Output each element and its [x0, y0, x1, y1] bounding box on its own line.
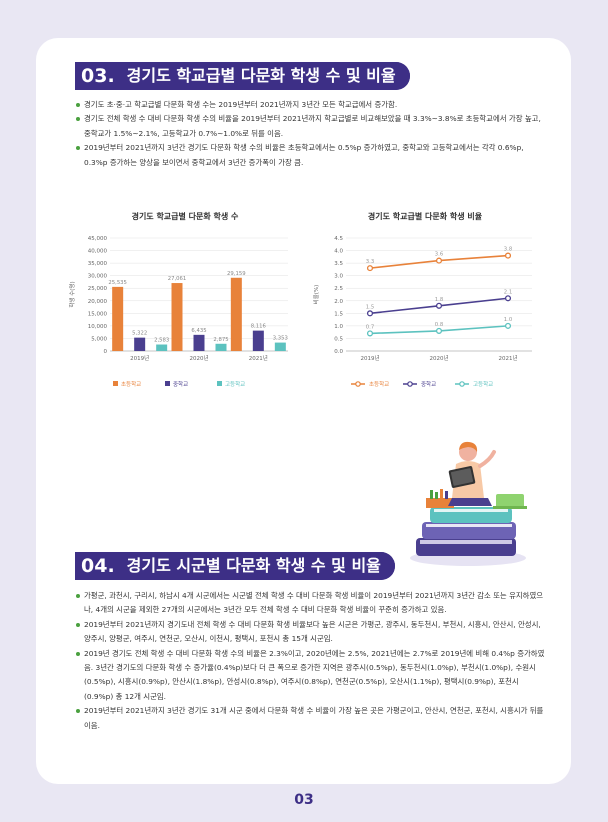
data-label: 2,875 [213, 337, 228, 343]
legend-label: 고등학교 [225, 380, 245, 388]
x-tick-label: 2019년 [130, 354, 149, 362]
y-tick-label: 0 [104, 349, 108, 355]
legend-label: 고등학교 [473, 380, 493, 388]
data-label: 25,535 [108, 280, 127, 286]
y-tick-label: 30,000 [88, 274, 108, 280]
line-chart: 0.0 0.5 1.0 1.5 2.0 2.5 3.0 3.5 4.0 4.5 비율(%) 2019년… [312, 236, 532, 388]
legend-label: 초등학교 [121, 380, 141, 388]
bullet-item: 경기도 초·중·고 학교급별 다문화 학생 수는 2019년부터 2021년까지… [76, 98, 546, 112]
data-label: 1.8 [435, 297, 444, 303]
legend-label: 초등학교 [369, 380, 389, 388]
y-tick-label: 0.5 [334, 336, 343, 342]
bar [252, 330, 264, 351]
legend-label: 중학교 [173, 380, 188, 388]
x-tick-label: 2021년 [249, 354, 268, 362]
section-03-number: 03. [75, 62, 121, 90]
bar [193, 334, 205, 351]
legend-swatch [165, 381, 170, 386]
y-tick-label: 2.5 [334, 286, 343, 292]
bullet-item: 2019년 경기도 전체 학생 수 대비 다문화 학생 수의 비율은 2.3%이… [76, 647, 546, 705]
data-label: 8,116 [251, 324, 267, 330]
y-tick-label: 10,000 [88, 324, 108, 330]
bar [134, 337, 146, 351]
data-label: 29,159 [227, 271, 246, 277]
bar [274, 342, 286, 351]
data-label: 2.1 [504, 289, 512, 295]
content-card [36, 38, 571, 784]
data-point [366, 310, 374, 317]
y-tick-label: 4.5 [334, 236, 343, 242]
bar [230, 277, 242, 351]
y-tick-label: 3.0 [334, 274, 343, 280]
y-tick-label: 40,000 [88, 249, 108, 255]
data-label: 0.8 [435, 322, 444, 328]
section-04-bullets: 가평군, 과천시, 구리시, 하남시 4개 시군에서는 시군별 전체 학생 수 … [76, 589, 546, 733]
legend-label: 중학교 [421, 380, 436, 388]
y-tick-label: 25,000 [88, 286, 108, 292]
bar [156, 344, 168, 351]
bullet-item: 경기도 전체 학생 수 대비 다문화 학생 수의 비율을 2019년부터 202… [76, 112, 546, 141]
bullet-item: 2019년부터 2021년까지 3년간 경기도 다문화 학생 수의 비율은 초등… [76, 141, 546, 170]
y-tick-label: 1.0 [334, 324, 343, 330]
data-point [435, 327, 443, 334]
section-04-number: 04. [75, 552, 121, 580]
data-label: 1.5 [366, 304, 374, 310]
data-point [366, 330, 374, 337]
section-03-header: 03. 경기도 학교급별 다문화 학생 수 및 비율 [75, 62, 535, 90]
legend-swatch [113, 381, 118, 386]
bar [215, 343, 227, 351]
y-axis-label: 비율(%) [312, 285, 320, 305]
data-point [366, 265, 374, 272]
data-label: 3.6 [435, 252, 444, 258]
legend-marker [459, 381, 465, 387]
data-point [504, 252, 512, 259]
line-chart-title: 경기도 학교급별 다문화 학생 비율 [367, 212, 483, 221]
y-tick-label: 0.0 [334, 349, 343, 355]
data-label: 0.7 [366, 324, 374, 330]
data-label: 3.3 [366, 259, 374, 265]
y-tick-label: 45,000 [88, 236, 108, 242]
person-reading-illustration [410, 441, 527, 566]
y-tick-label: 5,000 [91, 336, 107, 342]
data-label: 2,583 [154, 338, 169, 344]
y-tick-label: 20,000 [88, 299, 108, 305]
x-tick-label: 2021년 [498, 354, 517, 362]
bar [171, 283, 183, 351]
legend-swatch [217, 381, 222, 386]
data-label: 3.8 [504, 247, 513, 253]
section-04-header: 04. 경기도 시군별 다문화 학생 수 및 비율 [75, 552, 535, 580]
y-tick-label: 4.0 [334, 249, 343, 255]
legend-marker [355, 381, 361, 387]
y-axis-label: 학생 수(명) [68, 281, 76, 307]
bar-chart-title: 경기도 학교급별 다문화 학생 수 [131, 212, 239, 221]
bullet-item: 가평군, 과천시, 구리시, 하남시 4개 시군에서는 시군별 전체 학생 수 … [76, 589, 546, 618]
legend-marker [407, 381, 413, 387]
data-point [435, 257, 443, 264]
data-label: 1.0 [504, 317, 513, 323]
x-tick-label: 2020년 [429, 354, 448, 362]
y-tick-label: 35,000 [88, 261, 108, 267]
page-number: 03 [294, 792, 314, 808]
data-label: 6,435 [191, 328, 206, 334]
y-tick-label: 15,000 [88, 311, 108, 317]
data-label: 27,061 [168, 276, 187, 282]
data-label: 3,353 [273, 336, 288, 342]
y-tick-label: 3.5 [334, 261, 343, 267]
section-03-title: 경기도 학교급별 다문화 학생 수 및 비율 [124, 62, 410, 90]
y-tick-label: 2.0 [334, 299, 343, 305]
section-04-title: 경기도 시군별 다문화 학생 수 및 비율 [124, 552, 395, 580]
x-tick-label: 2019년 [360, 354, 379, 362]
x-tick-label: 2020년 [189, 354, 208, 362]
section-03-bullets: 경기도 초·중·고 학교급별 다문화 학생 수는 2019년부터 2021년까지… [76, 98, 546, 170]
data-label: 5,322 [132, 331, 147, 337]
bullet-item: 2019년부터 2021년까지 경기도내 전체 학생 수 대비 다문화 학생 비… [76, 618, 546, 647]
bar-chart: 0 5,000 10,000 15,000 20,000 25,000 30,000 35,0… [68, 236, 288, 388]
data-point [435, 302, 443, 309]
bar [112, 286, 124, 351]
y-tick-label: 1.5 [334, 311, 343, 317]
data-point [504, 295, 512, 302]
data-point [504, 322, 512, 329]
bullet-item: 2019년부터 2021년까지 3년간 경기도 31개 시군 중에서 다문화 학… [76, 704, 546, 733]
